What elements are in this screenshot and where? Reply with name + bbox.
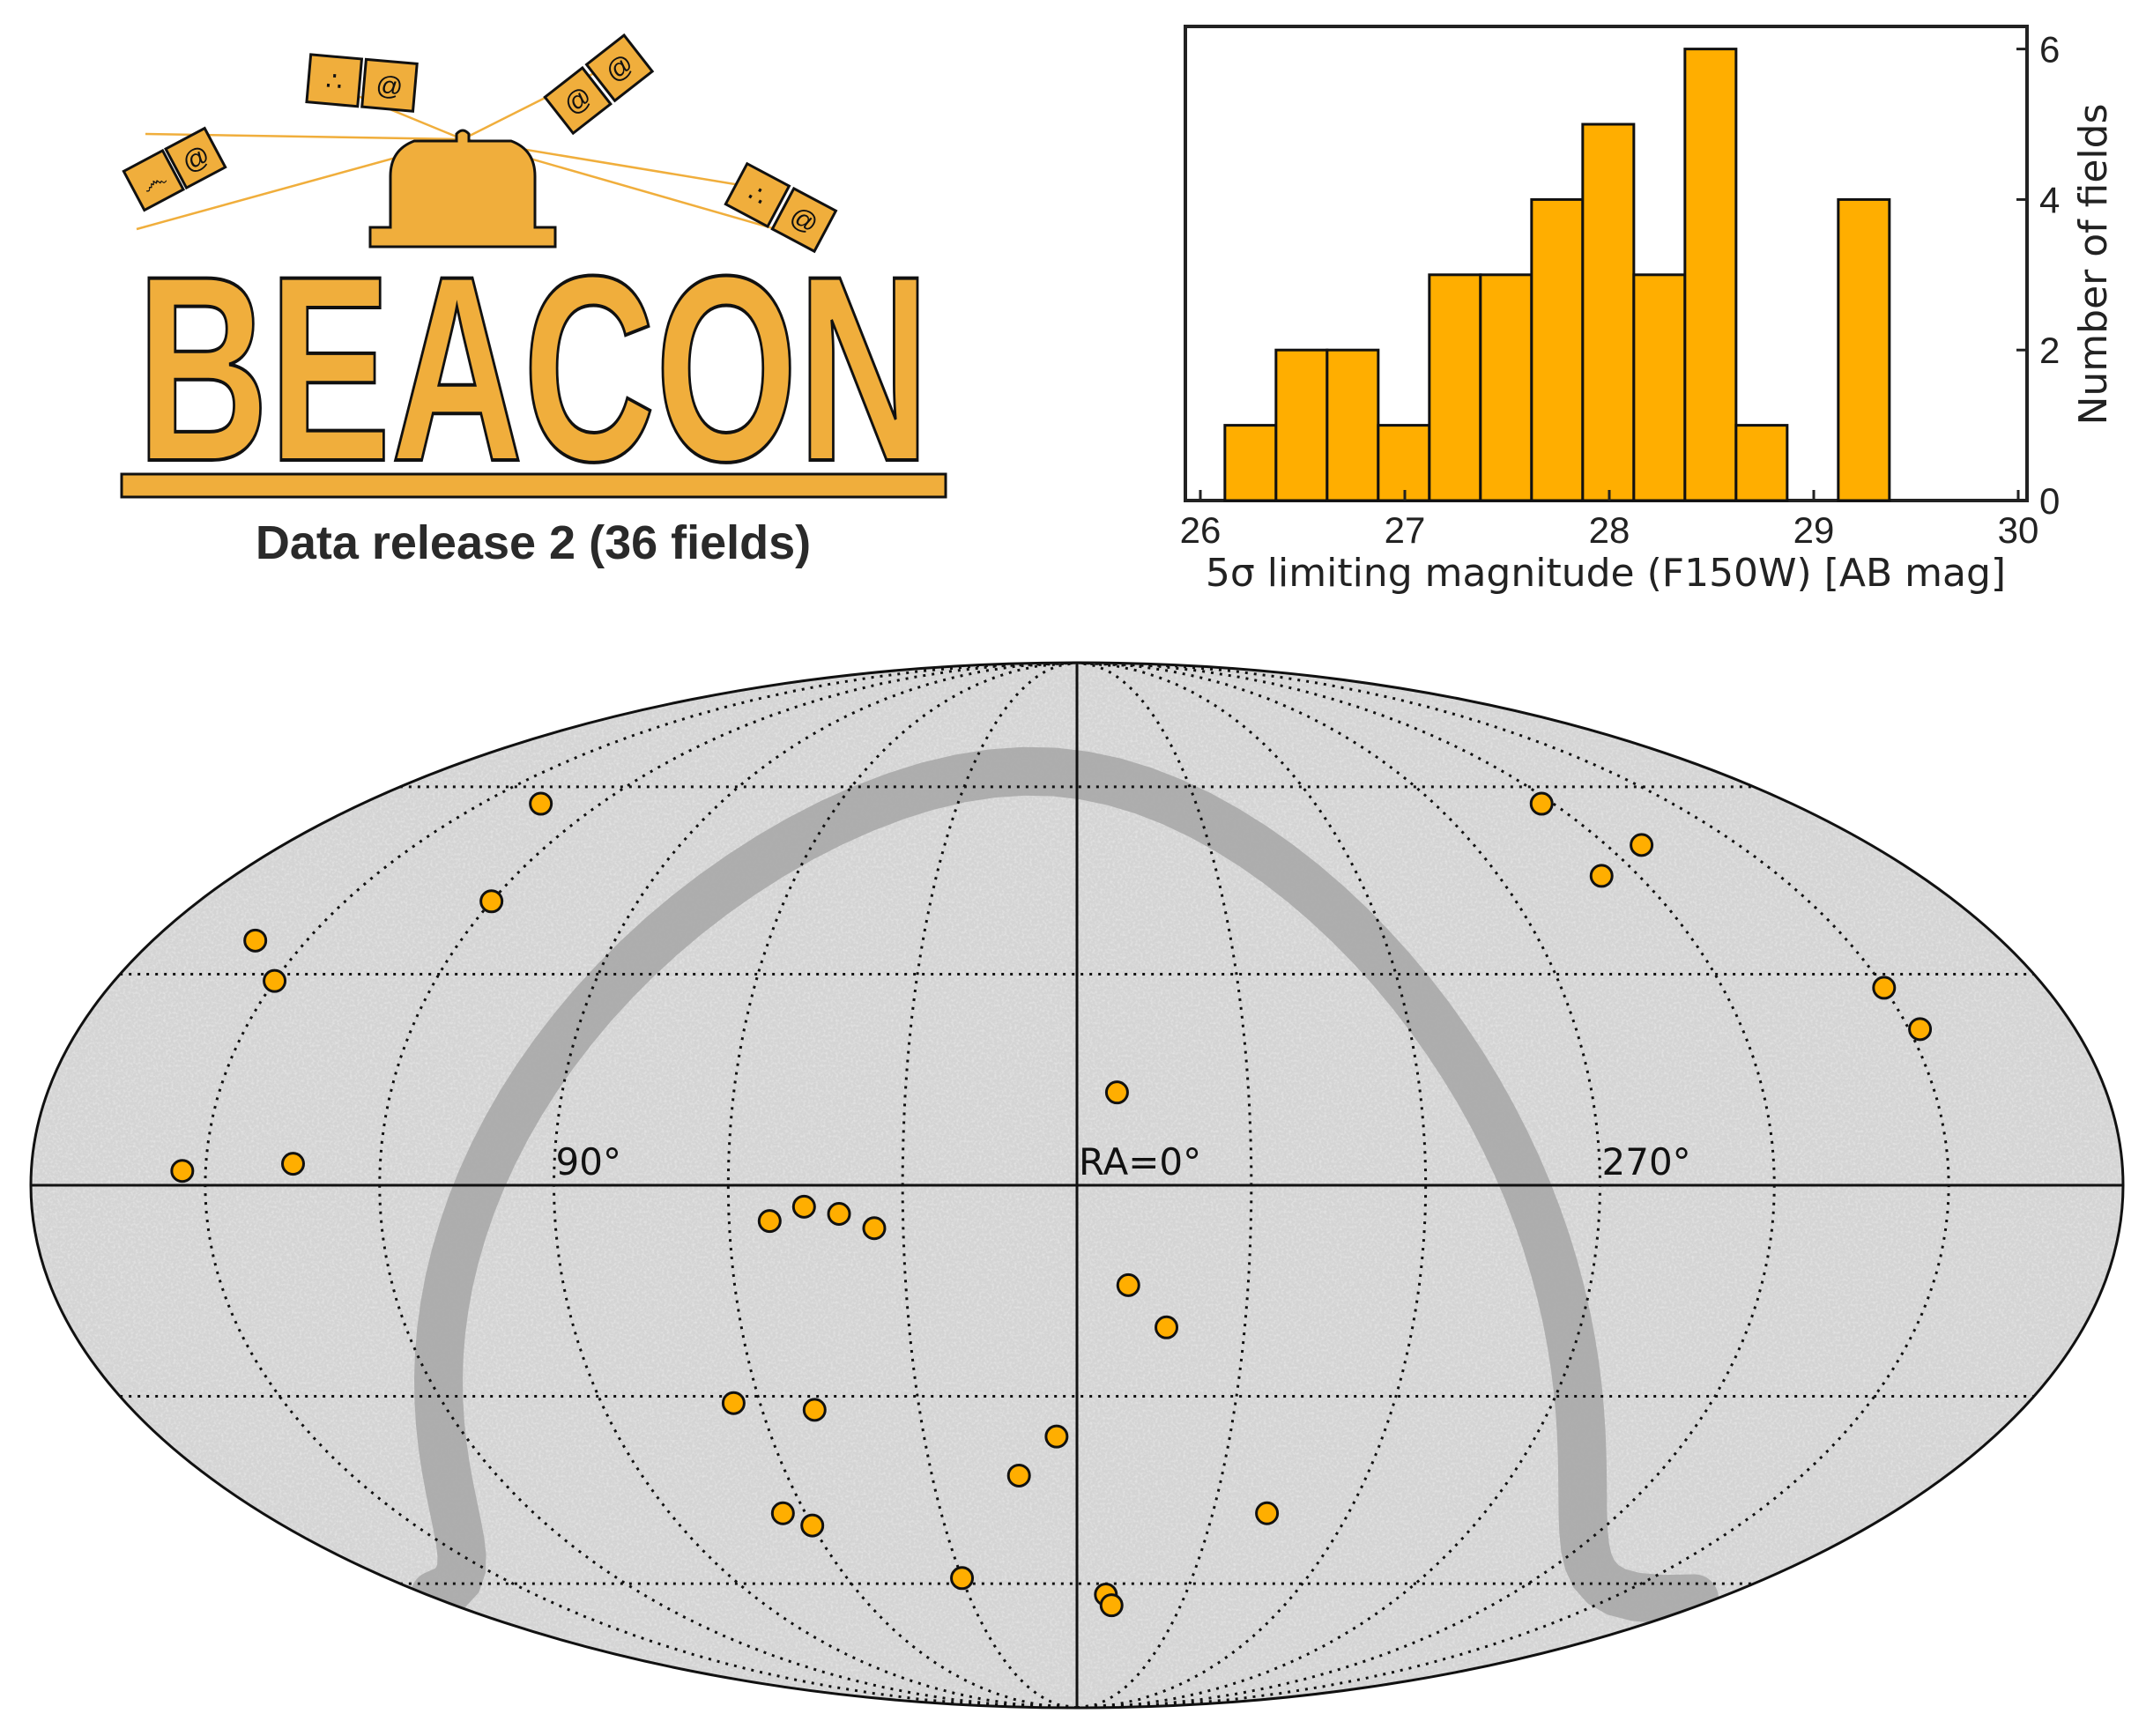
histogram-bar: [1223, 424, 1278, 502]
field-marker: [1116, 1272, 1140, 1297]
galactic-plane-band: [411, 746, 1719, 1624]
x-tick-label: 26: [1180, 509, 1222, 551]
field-marker: [243, 928, 268, 953]
histogram-bar: [1734, 424, 1789, 502]
meridian-line: [1076, 661, 1428, 1710]
field-marker: [791, 1194, 816, 1219]
y-tick-label: 2: [2039, 330, 2060, 371]
field-marker: [479, 889, 504, 914]
field-marker: [170, 1159, 195, 1183]
data-release-subtitle: Data release 2 (36 fields): [255, 516, 812, 569]
field-marker: [1255, 1501, 1280, 1525]
histogram-y-ticks: 0 2 4 6: [2016, 29, 2060, 522]
logo-base-bar: [120, 472, 947, 499]
field-marker: [757, 1209, 782, 1234]
field-marker: [802, 1398, 827, 1422]
histogram-bar: [1428, 273, 1482, 502]
panel-left: ෴ @: [122, 126, 227, 212]
field-marker: [800, 1513, 825, 1538]
image-panels: ෴ @ ∴ @ @ @ ∴ @: [122, 33, 838, 254]
y-tick-label: 6: [2039, 29, 2060, 70]
histogram-x-label: 5σ limiting magnitude (F150W) [AB mag]: [1206, 551, 2006, 596]
ra-label: 270°: [1602, 1140, 1691, 1183]
histogram-bar: [1325, 348, 1380, 502]
x-tick-label: 29: [1793, 509, 1835, 551]
field-marker: [1006, 1463, 1031, 1487]
lighthouse-dome: [368, 129, 557, 249]
field-marker: [1908, 1017, 1933, 1042]
panel-top-right: @ @: [543, 33, 655, 136]
field-marker: [1099, 1593, 1124, 1618]
svg-text:@: @: [375, 71, 404, 103]
ra-label: 90°: [556, 1140, 621, 1183]
field-marker: [1529, 791, 1554, 816]
field-marker: [862, 1216, 887, 1241]
histogram-x-ticks: 26 27 28 29 30: [1180, 490, 2039, 551]
field-marker: [1589, 864, 1614, 888]
beacon-logo: ෴ @ ∴ @ @ @ ∴ @ BEACON: [120, 33, 947, 511]
histogram-bar: [1837, 197, 1891, 502]
x-tick-label: 30: [1998, 509, 2039, 551]
y-tick-label: 4: [2039, 179, 2060, 220]
field-markers: [170, 791, 1933, 1618]
logo-wordmark: BEACON: [137, 220, 930, 511]
histogram-y-label: Number of fields: [2071, 104, 2116, 426]
limiting-magnitude-histogram: 26 27 28 29 30 0 2 4 6 5σ limiting magnitude (F…: [1180, 25, 2116, 596]
field-marker: [1872, 976, 1897, 1000]
field-marker: [770, 1501, 795, 1525]
y-tick-label: 0: [2039, 480, 2060, 522]
svg-text:∴: ∴: [324, 67, 344, 98]
field-marker: [1104, 1080, 1129, 1105]
field-marker: [1044, 1424, 1069, 1449]
field-marker: [529, 791, 553, 816]
histogram-bar: [1274, 348, 1329, 502]
ra-labels: 90° RA=0° 270°: [556, 1140, 1691, 1183]
field-marker: [721, 1391, 746, 1415]
x-tick-label: 27: [1385, 509, 1426, 551]
histogram-bar: [1377, 424, 1431, 502]
sky-map-border: [29, 661, 2125, 1710]
field-marker: [1155, 1315, 1179, 1339]
x-tick-label: 28: [1589, 509, 1630, 551]
field-marker: [263, 968, 287, 993]
ra-label: RA=0°: [1079, 1140, 1201, 1183]
panel-right: ∴ @: [724, 161, 838, 254]
field-marker: [827, 1202, 851, 1227]
histogram-bar: [1479, 273, 1533, 502]
field-marker: [281, 1152, 306, 1176]
beacon-lighthouse-logo-graphic: ෴ @ ∴ @ @ @ ∴ @ BEACON: [120, 33, 947, 511]
field-marker: [1630, 833, 1654, 857]
field-marker: [950, 1566, 975, 1591]
panel-top-left: ∴ @: [305, 53, 419, 113]
histogram-bar: [1632, 273, 1687, 502]
histogram-bar: [1683, 48, 1738, 502]
